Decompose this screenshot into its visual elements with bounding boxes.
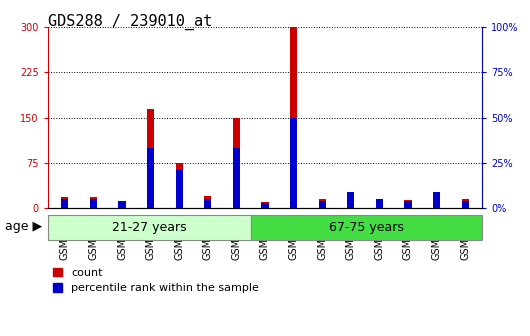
Bar [347,192,355,208]
Bar [233,149,240,208]
Bar [204,196,211,208]
Bar [90,198,97,208]
Bar [233,118,240,208]
Bar [48,215,251,240]
Bar [319,199,326,208]
Bar [347,195,355,208]
Bar [404,201,411,208]
Bar [119,202,126,208]
Bar [319,201,326,208]
Bar [462,201,469,208]
Text: 67-75 years: 67-75 years [329,221,404,234]
Text: 21-27 years: 21-27 years [112,221,187,234]
Bar [119,201,126,208]
Bar [376,199,383,208]
Text: GDS288 / 239010_at: GDS288 / 239010_at [48,13,212,30]
Bar [376,199,383,208]
Bar [61,199,68,208]
Bar [90,199,97,208]
Bar [261,202,269,208]
Bar [251,215,482,240]
Bar [290,118,297,208]
Legend: count, percentile rank within the sample: count, percentile rank within the sample [53,268,259,293]
Bar [433,195,440,208]
Bar [147,109,154,208]
Bar [175,163,183,208]
Bar [462,199,469,208]
Bar [175,170,183,208]
Bar [290,27,297,208]
Bar [147,149,154,208]
Bar [433,192,440,208]
Text: age ▶: age ▶ [5,220,42,233]
Bar [61,198,68,208]
Bar [404,201,411,208]
Bar [261,203,269,208]
Bar [204,199,211,208]
